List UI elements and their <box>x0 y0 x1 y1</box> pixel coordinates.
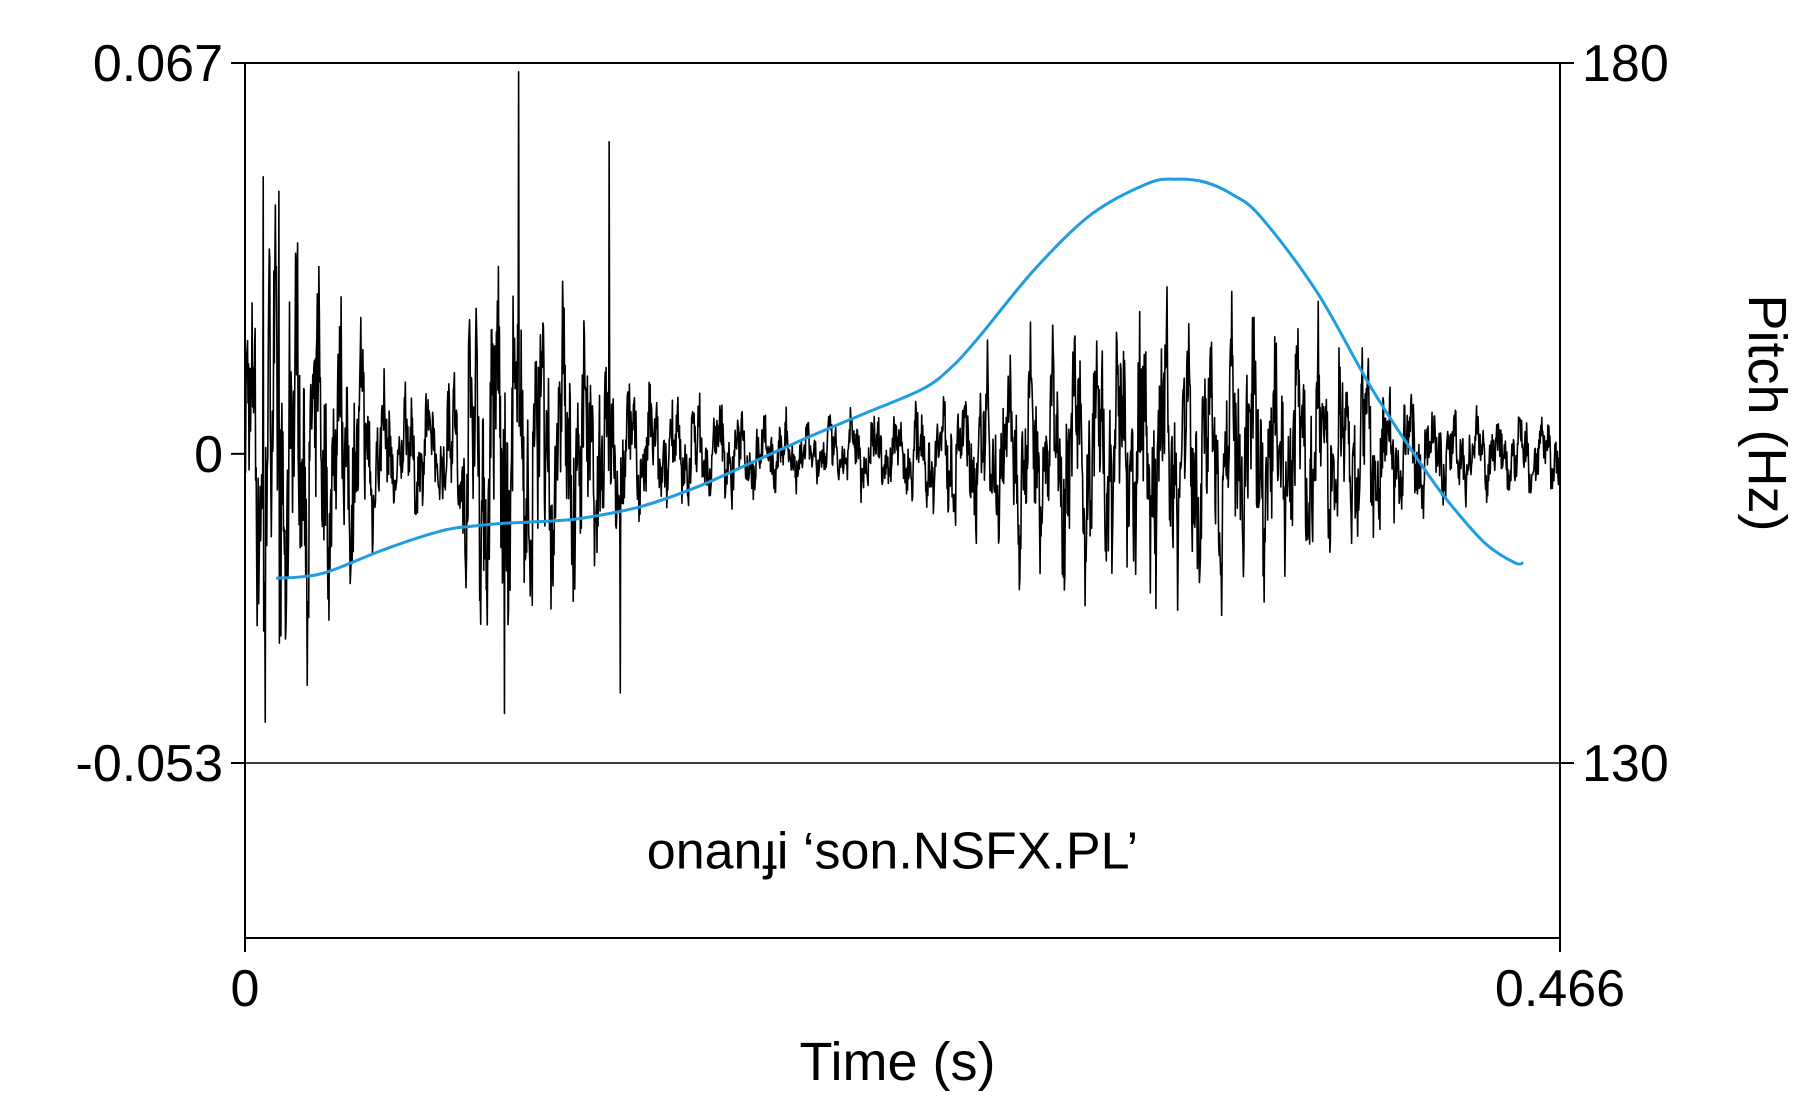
waveform-trace <box>244 70 1561 723</box>
pitch-contour-line <box>275 177 1524 580</box>
plot-frame <box>231 62 1574 952</box>
waveform-layer <box>244 70 1561 723</box>
transcription-annotation: onanɟi ‘son.NSFX.PL’ <box>647 823 1138 881</box>
x-tick-label-start: 0 <box>231 960 260 1018</box>
y-tick-label-top: 0.067 <box>93 35 223 93</box>
pitch-layer <box>275 177 1524 580</box>
y-tick-label-bottom: -0.053 <box>76 735 223 793</box>
y2-tick-label-bottom: 130 <box>1582 735 1669 793</box>
x-axis-title: Time (s) <box>800 1032 996 1092</box>
x-tick-label-end: 0.466 <box>1495 960 1625 1018</box>
y2-axis-title: Pitch (Hz) <box>1737 294 1797 531</box>
y2-tick-label-top: 180 <box>1582 35 1669 93</box>
y-tick-label-zero: 0 <box>194 426 223 484</box>
